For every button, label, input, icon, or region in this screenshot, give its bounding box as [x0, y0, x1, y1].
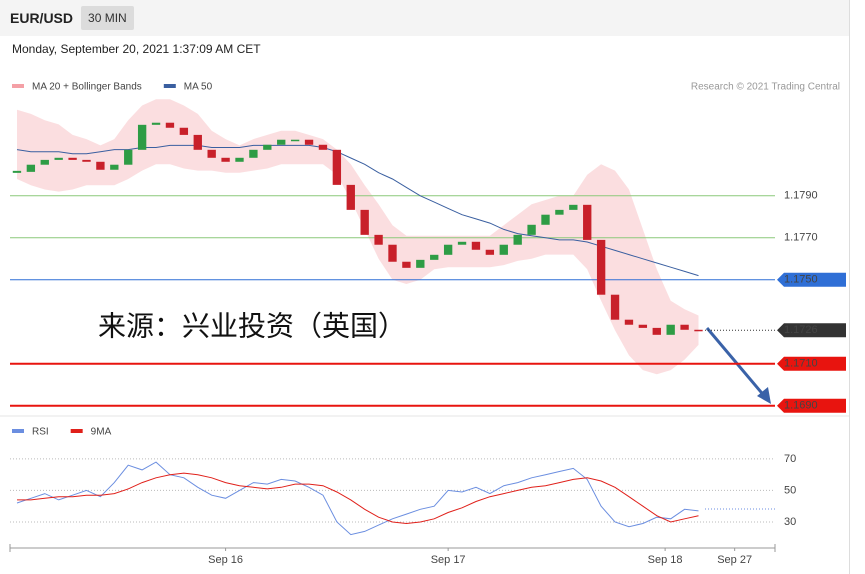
legend-label: MA 50 — [184, 82, 213, 93]
timestamp: Monday, September 20, 2021 1:37:09 AM CE… — [12, 42, 261, 56]
candle — [513, 234, 522, 245]
candle — [68, 157, 77, 160]
rsi-line — [17, 472, 699, 525]
candle — [12, 170, 22, 173]
candle — [290, 139, 300, 142]
candle — [124, 149, 133, 165]
candle — [527, 224, 536, 235]
candle — [249, 149, 258, 158]
candle — [652, 327, 661, 335]
header: EUR/USD 30 MIN — [0, 0, 849, 36]
legend-label: MA 20 + Bollinger Bands — [32, 82, 142, 93]
candle — [304, 139, 314, 145]
candle — [332, 149, 342, 185]
candle — [583, 204, 592, 240]
legend-swatch — [12, 84, 24, 88]
candle — [457, 241, 467, 245]
candle — [82, 159, 91, 162]
candle — [402, 261, 411, 268]
candle — [179, 127, 189, 135]
forecast-arrowhead — [757, 387, 771, 404]
level-tag — [777, 272, 846, 287]
candle — [193, 134, 202, 150]
candle — [26, 164, 36, 172]
credit: Research © 2021 Trading Central — [691, 82, 840, 93]
candle — [360, 209, 369, 235]
candle — [346, 184, 355, 210]
level-tag — [777, 398, 846, 413]
candle — [499, 244, 508, 255]
candle — [318, 144, 328, 150]
candle — [694, 329, 703, 332]
candle — [430, 254, 439, 260]
candle — [416, 259, 425, 268]
candle — [277, 139, 286, 145]
candle — [221, 157, 230, 162]
candle — [541, 214, 550, 225]
level-tag — [777, 356, 846, 371]
x-tick-label: Sep 16 — [208, 554, 243, 566]
symbol: EUR/USD — [10, 10, 74, 26]
x-tick-label: Sep 17 — [431, 554, 466, 566]
rsi-line — [16, 461, 699, 536]
candle — [680, 324, 689, 330]
candle — [638, 324, 648, 328]
level-label: 1.1726 — [784, 324, 818, 336]
level-label: 1.1750 — [784, 274, 818, 286]
legend-swatch — [12, 429, 24, 433]
candle — [666, 324, 675, 335]
candle — [596, 239, 606, 295]
candle — [110, 164, 119, 170]
legend-swatch — [70, 429, 83, 433]
candle — [471, 241, 481, 250]
candle — [263, 144, 272, 150]
ma50-line — [16, 144, 699, 277]
candle — [165, 122, 175, 128]
legend-label: 9MA — [91, 427, 112, 438]
candle — [624, 319, 634, 325]
candle — [40, 159, 49, 165]
legend-swatch — [163, 84, 176, 88]
candle — [569, 204, 578, 210]
level-label: 1.1790 — [784, 190, 818, 202]
candle — [443, 244, 453, 255]
y-tick-label: 70 — [784, 453, 796, 465]
candle — [151, 122, 161, 125]
candle — [610, 294, 620, 320]
level-label: 1.1690 — [784, 400, 818, 412]
candle — [235, 157, 244, 162]
y-tick-label: 50 — [784, 484, 796, 496]
x-tick-label: Sep 18 — [648, 554, 683, 566]
candle — [388, 244, 397, 262]
level-label: 1.1710 — [784, 358, 818, 370]
bollinger-band — [17, 99, 699, 375]
watermark: 来源：兴业投资（英国） — [98, 310, 406, 341]
legend-label: RSI — [32, 427, 49, 438]
candle — [374, 234, 383, 245]
level-tag — [777, 323, 846, 338]
candle — [96, 161, 105, 170]
interval[interactable]: 30 MIN — [81, 6, 134, 30]
candle — [485, 249, 495, 255]
candle — [54, 157, 63, 160]
y-tick-label: 30 — [784, 516, 796, 528]
level-label: 1.1770 — [784, 232, 818, 244]
candle — [137, 124, 147, 150]
candle — [207, 149, 216, 158]
x-tick-label: Sep 27 — [717, 554, 752, 566]
candle — [555, 209, 564, 215]
